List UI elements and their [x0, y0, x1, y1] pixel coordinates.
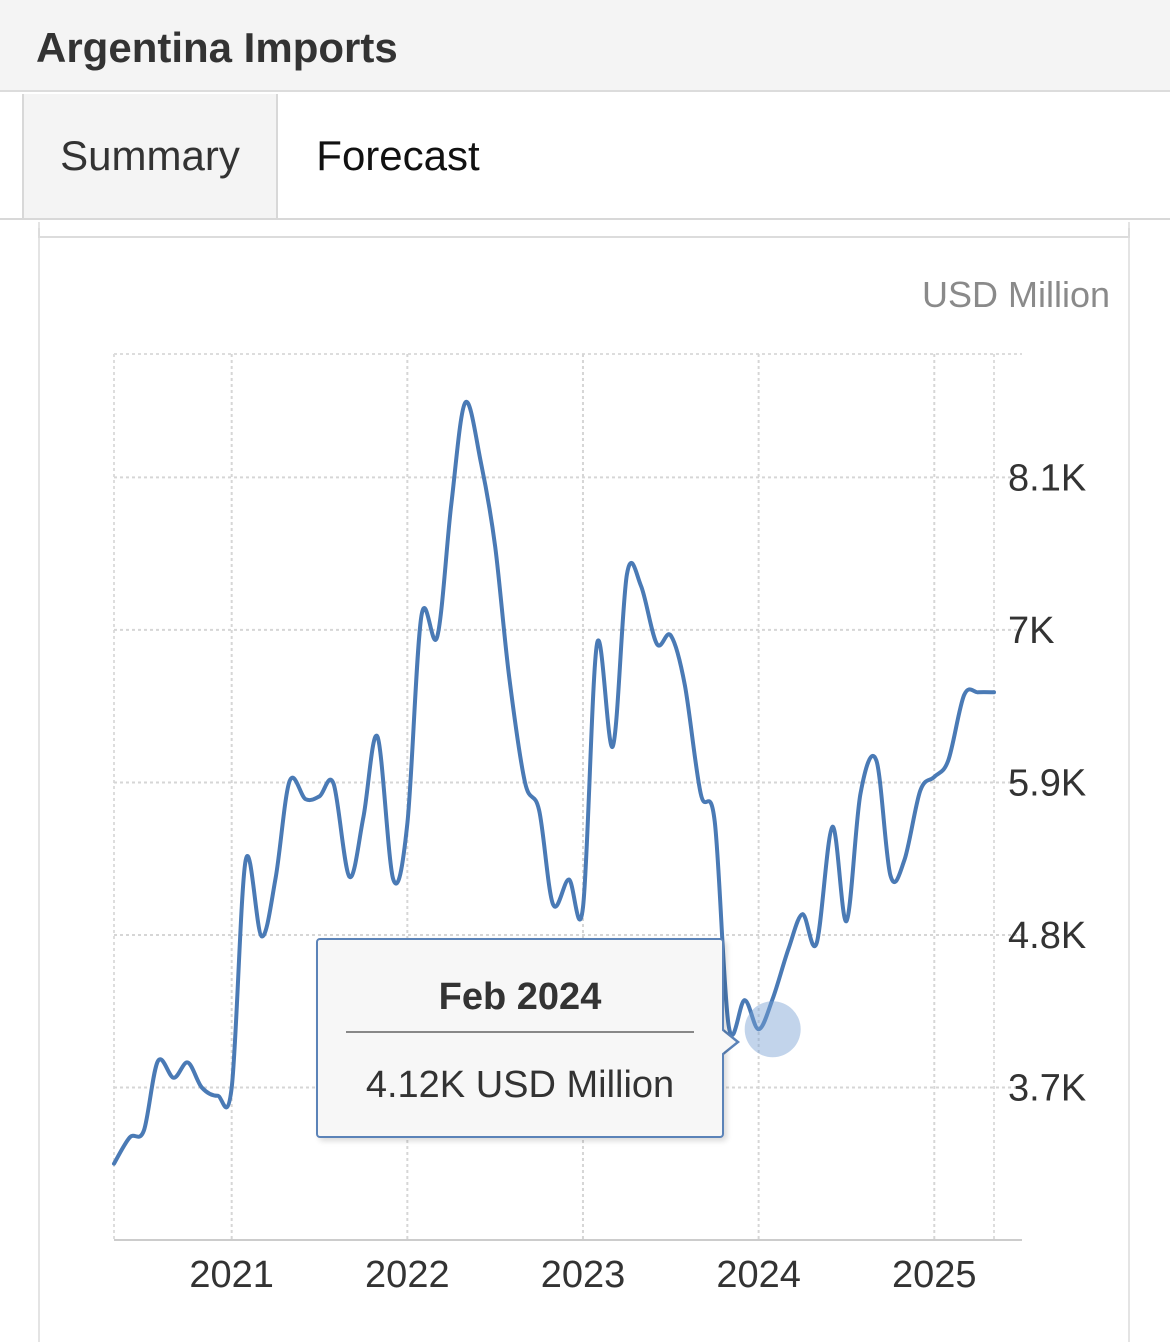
x-tick-label: 2021: [189, 1254, 274, 1296]
highlight-marker: [744, 1001, 801, 1058]
y-tick-label: 4.8K: [1008, 915, 1086, 957]
panel-divider: [38, 228, 1130, 238]
tab-bar: Summary Forecast: [0, 94, 1170, 220]
y-tick-label: 7K: [1008, 610, 1054, 652]
tab-forecast[interactable]: Forecast: [278, 94, 518, 218]
tooltip-title: Feb 2024: [438, 976, 602, 1018]
x-tick-label: 2025: [892, 1254, 977, 1296]
y-tick-label: 3.7K: [1008, 1067, 1086, 1109]
x-tick-label: 2023: [541, 1254, 626, 1296]
title-bar: Argentina Imports: [0, 0, 1170, 92]
x-tick-label: 2022: [365, 1254, 450, 1296]
tooltip-divider: [346, 1031, 694, 1033]
tooltip-arrow-fill: [720, 1029, 736, 1055]
tooltip: Feb 2024 4.12K USD Million: [316, 938, 724, 1138]
chart-panel: [38, 222, 1130, 1342]
y-tick-label: 8.1K: [1008, 457, 1086, 499]
unit-label: USD Million: [921, 274, 1110, 315]
series-line: [112, 399, 996, 1166]
x-tick-label: 2024: [716, 1254, 801, 1296]
y-tick-label: 5.9K: [1008, 762, 1086, 804]
tooltip-value: 4.12K USD Million: [365, 1064, 675, 1106]
tab-summary[interactable]: Summary: [22, 94, 278, 218]
page-title: Argentina Imports: [36, 24, 398, 71]
